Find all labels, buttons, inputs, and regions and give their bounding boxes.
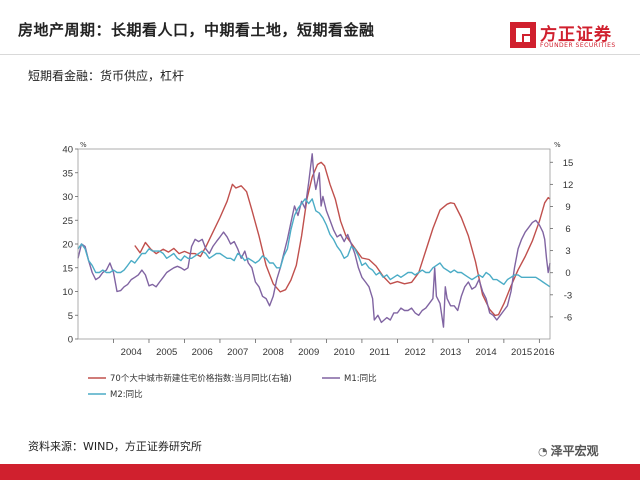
left-tick-label: 15 bbox=[62, 263, 73, 274]
x-tick-label: 2011 bbox=[369, 347, 389, 358]
chart-legend: 70个大中城市新建住宅价格指数:当月同比(右轴) M1:同比 M2:同比 bbox=[88, 373, 377, 400]
legend-label-1: 70个大中城市新建住宅价格指数:当月同比(右轴) bbox=[110, 373, 292, 384]
left-tick-label: 25 bbox=[62, 216, 73, 227]
chart-axes: 0 5 10 15 20 25 30 35 40 -6 -3 0 3 6 9 12 15% % 2004 2005 20… bbox=[62, 141, 573, 358]
left-tick-label: 0 bbox=[68, 335, 73, 346]
money-supply-chart: 0 5 10 15 20 25 30 35 40 -6 -3 0 3 6 9 12 15% % 2004 2005 20… bbox=[62, 141, 573, 400]
left-tick-label: 40 bbox=[62, 145, 73, 156]
legend-label-2: M1:同比 bbox=[344, 373, 377, 384]
watermark: ◔ 泽平宏观 bbox=[538, 442, 599, 459]
left-tick-label: 10 bbox=[62, 287, 73, 298]
x-tick-label: 2014 bbox=[476, 347, 497, 358]
logo-name-cn: 方正证券 bbox=[540, 25, 612, 45]
left-tick-label: 20 bbox=[62, 240, 73, 251]
right-tick-label: 0 bbox=[565, 268, 570, 279]
header-divider bbox=[0, 54, 640, 55]
footer-bar bbox=[0, 464, 640, 480]
x-tick-label: 2004 bbox=[121, 347, 142, 358]
x-tick-label: 2016 bbox=[533, 347, 554, 358]
x-tick-label: 2012 bbox=[405, 347, 426, 358]
logo-name-en: FOUNDER SECURITIES bbox=[540, 42, 616, 49]
left-axis-unit: % bbox=[80, 141, 87, 149]
x-tick-label: 2015 bbox=[511, 347, 532, 358]
x-tick-label: 2010 bbox=[334, 347, 355, 358]
series-line-3 bbox=[77, 198, 551, 288]
x-tick-label: 2008 bbox=[263, 347, 284, 358]
x-tick-label: 2007 bbox=[227, 347, 248, 358]
left-tick-label: 35 bbox=[62, 168, 73, 179]
watermark-text: 泽平宏观 bbox=[550, 444, 599, 458]
source-note: 资料来源：WIND，方正证券研究所 bbox=[28, 440, 202, 453]
founder-logo: 方正证券 FOUNDER SECURITIES bbox=[508, 18, 628, 58]
x-tick-label: 2013 bbox=[440, 347, 461, 358]
right-tick-label: 15 bbox=[563, 158, 574, 169]
right-axis-unit: % bbox=[554, 141, 561, 149]
chart-series bbox=[77, 153, 551, 328]
legend-label-3: M2:同比 bbox=[110, 389, 143, 400]
founder-logo-icon bbox=[510, 22, 536, 48]
right-tick-label: 12 bbox=[563, 180, 574, 191]
wechat-icon: ◔ bbox=[538, 445, 548, 458]
left-tick-label: 5 bbox=[68, 311, 73, 322]
series-line-1 bbox=[134, 161, 551, 317]
series-line-2 bbox=[77, 153, 551, 328]
slide-subtitle: 短期看金融：货币供应，杠杆 bbox=[28, 69, 185, 83]
right-tick-label: 9 bbox=[565, 202, 570, 213]
right-tick-label: -3 bbox=[564, 290, 572, 301]
slide-title: 房地产周期：长期看人口，中期看土地，短期看金融 bbox=[18, 21, 375, 39]
x-tick-label: 2009 bbox=[298, 347, 319, 358]
left-tick-label: 30 bbox=[62, 192, 73, 203]
x-tick-label: 2005 bbox=[156, 347, 177, 358]
right-tick-label: 3 bbox=[565, 246, 570, 257]
right-tick-label: -6 bbox=[564, 312, 572, 323]
right-tick-label: 6 bbox=[565, 224, 570, 235]
x-tick-label: 2006 bbox=[192, 347, 213, 358]
